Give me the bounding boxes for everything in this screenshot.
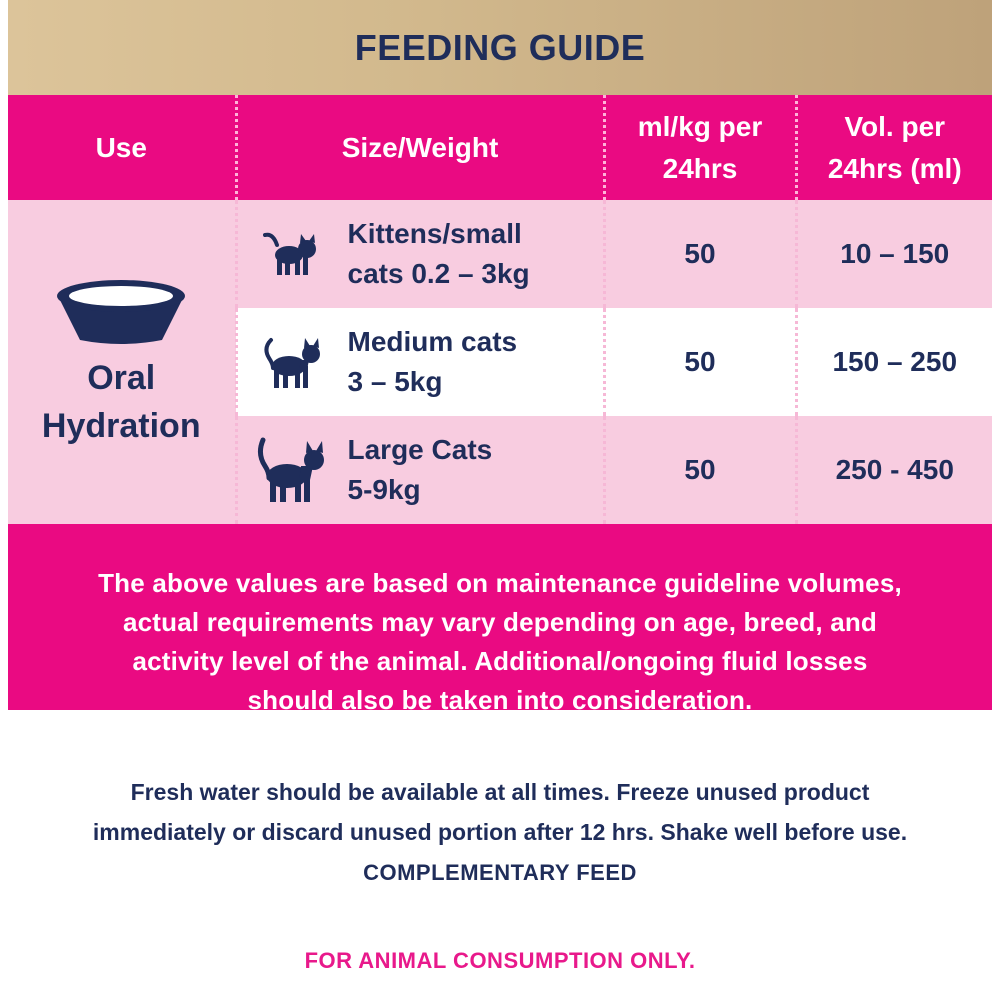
table-row: Oral Hydration — [8, 200, 992, 524]
volume-cell: 150 – 250 — [794, 308, 992, 416]
bowl-icon — [57, 280, 186, 344]
header-volume: Vol. per 24hrs (ml) — [794, 95, 992, 200]
complementary-feed-label: COMPLEMENTARY FEED — [363, 860, 637, 885]
use-label: Oral Hydration — [41, 359, 201, 445]
size-cell: Medium cats 3 – 5kg — [234, 308, 604, 416]
usage-instructions: Fresh water should be available at all t… — [92, 779, 908, 885]
table-row: Medium cats 3 – 5kg 50 150 – 250 — [8, 308, 992, 416]
feeding-table: Use Size/Weight ml/kg per 24hrs Vol. per 2… — [8, 95, 992, 524]
table-header-row: Use Size/Weight ml/kg per 24hrs Vol. per 2… — [8, 95, 992, 200]
title-bar: FEEDING GUIDE — [8, 0, 992, 95]
large-cat-icon — [257, 437, 324, 502]
page-title: FEEDING GUIDE — [354, 26, 646, 68]
header-mlkg: ml/kg per 24hrs — [602, 95, 796, 200]
volume-cell: 10 – 150 — [794, 200, 992, 308]
mlkg-cell: 50 — [602, 308, 796, 416]
header-use: Use — [8, 95, 236, 200]
size-cell: Kittens/small cats 0.2 – 3kg — [234, 200, 604, 308]
medium-cat-icon — [263, 338, 320, 388]
mlkg-cell: 50 — [602, 416, 796, 524]
kitten-icon — [262, 232, 316, 275]
consumption-warning: FOR ANIMAL CONSUMPTION ONLY. — [304, 948, 696, 973]
feeding-guide: FEEDING GUIDE Use Size/Weight ml/kg per 2… — [8, 0, 992, 715]
disclaimer-note: The above values are based on maintenanc… — [8, 524, 992, 715]
mlkg-cell: 50 — [602, 200, 796, 308]
table-row: Large Cats 5-9kg 50 250 - 450 — [8, 416, 992, 524]
volume-cell: 250 - 450 — [794, 416, 992, 524]
size-cell: Large Cats 5-9kg — [234, 416, 604, 524]
use-cell: Oral Hydration — [8, 200, 236, 524]
header-size: Size/Weight — [234, 95, 604, 200]
